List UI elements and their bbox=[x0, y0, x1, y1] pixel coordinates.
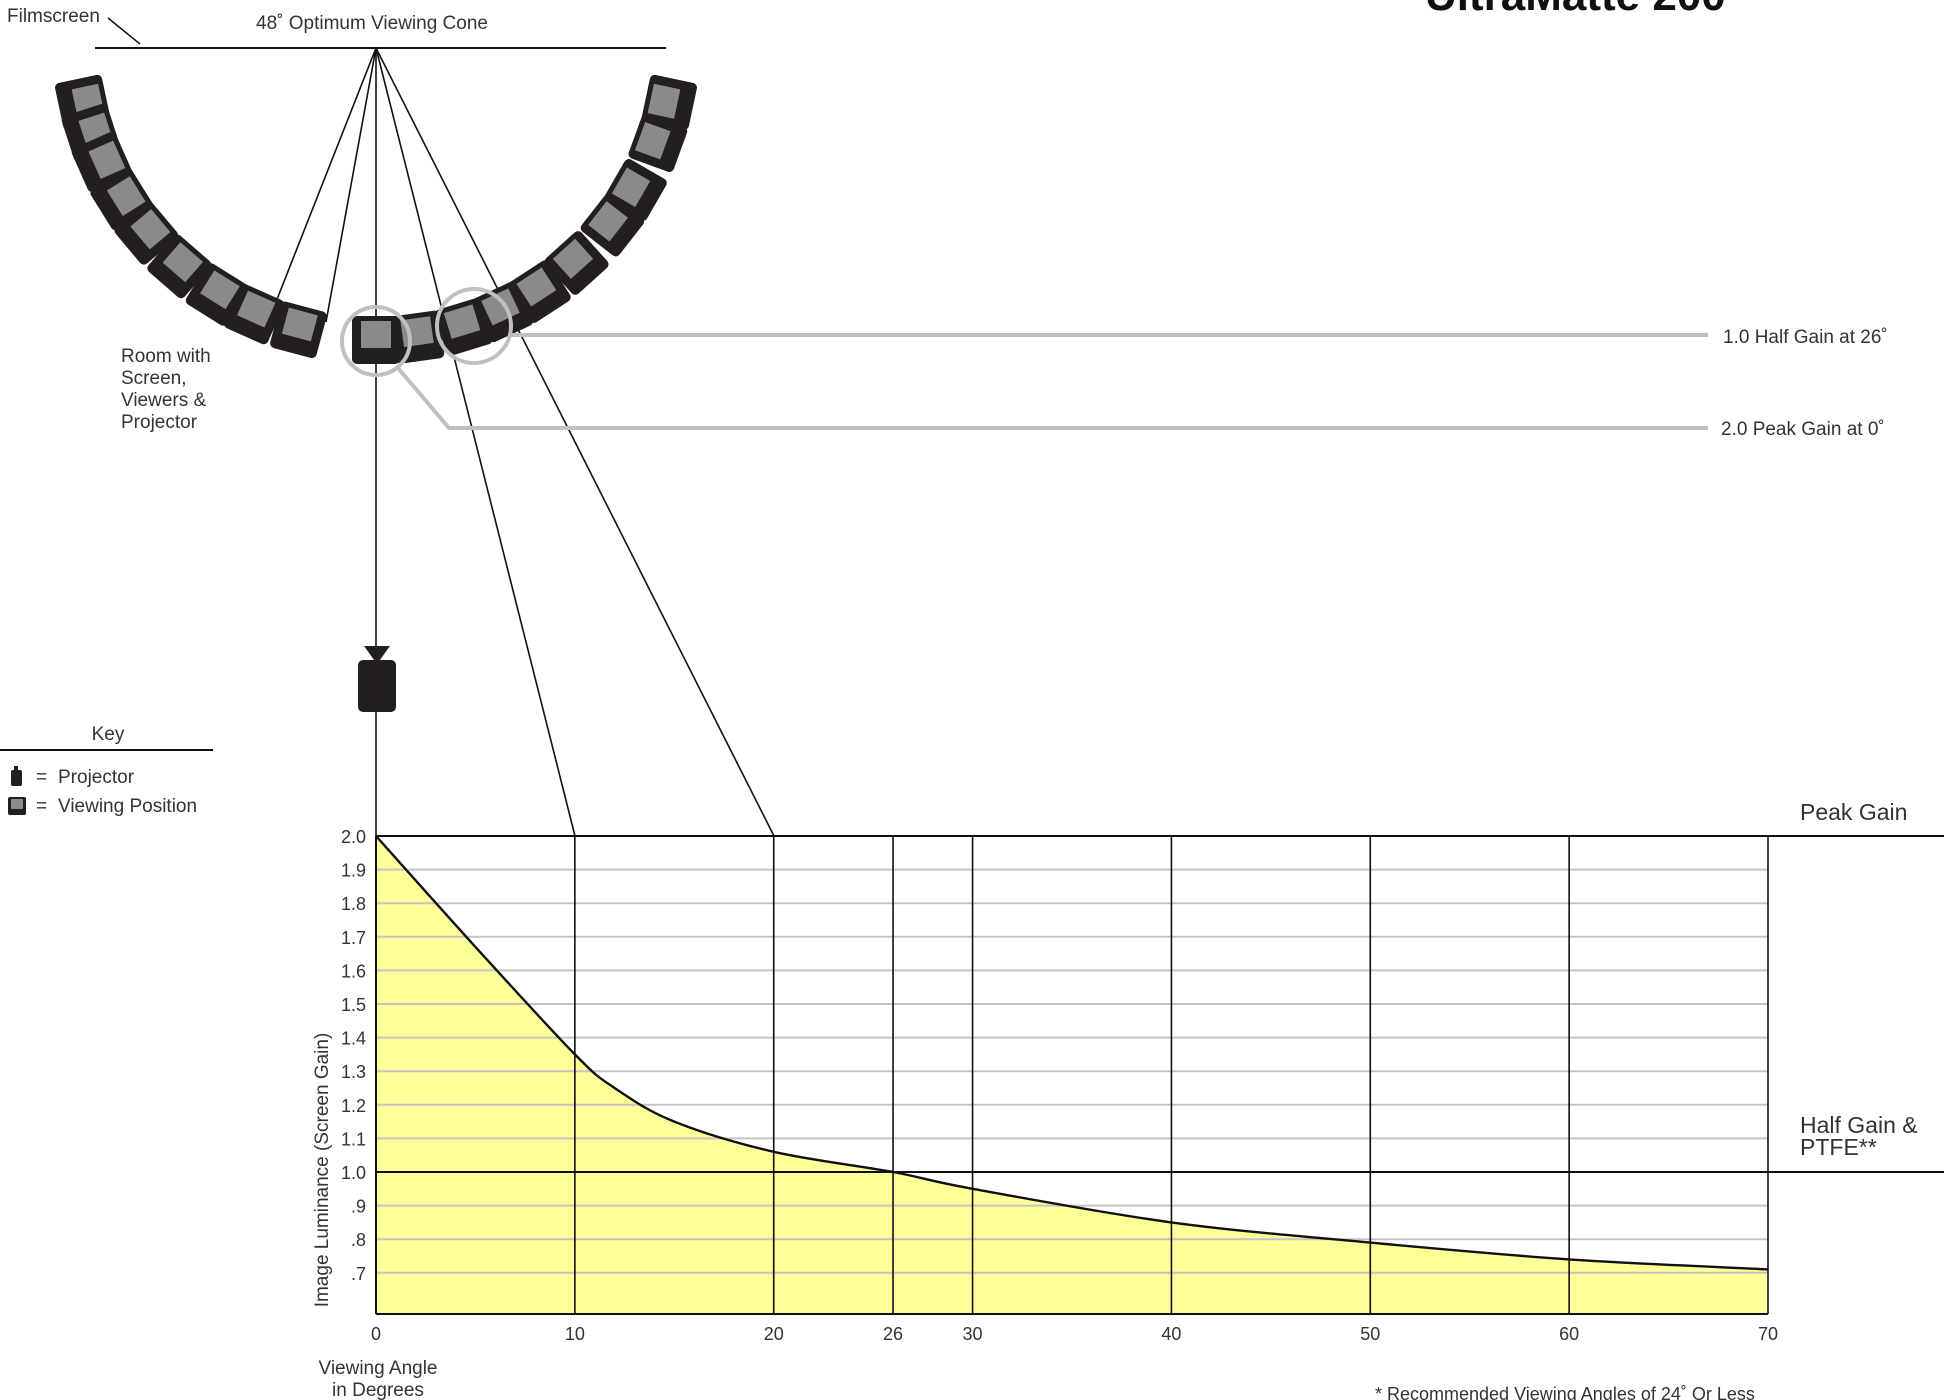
room-label-line-4: Projector bbox=[121, 412, 198, 433]
y-tick-label: .8 bbox=[351, 1230, 366, 1250]
peak-gain-callout-label: 2.0 Peak Gain at 0˚ bbox=[1721, 419, 1885, 440]
half-gain-label: Half Gain & PTFE** bbox=[1800, 1112, 1924, 1160]
viewing-ray bbox=[325, 47, 377, 323]
y-tick-label: 1.5 bbox=[341, 995, 366, 1015]
x-tick-label: 10 bbox=[565, 1324, 585, 1344]
y-tick-label: .7 bbox=[351, 1264, 366, 1284]
horizontal-gridlines bbox=[376, 868, 1768, 1274]
y-tick-label: 1.9 bbox=[341, 861, 366, 881]
y-tick-labels: 2.0 1.9 1.8 1.7 1.6 1.5 1.4 1.3 1.2 1.1 1.0 .9 .8 .7 bbox=[341, 827, 366, 1284]
room-label-line-3: Viewers & bbox=[121, 390, 207, 411]
key-viewing-label: Viewing Position bbox=[58, 796, 197, 817]
viewing-ray bbox=[375, 47, 576, 837]
y-tick-label: 1.2 bbox=[341, 1096, 366, 1116]
x-tick-label: 0 bbox=[371, 1324, 381, 1344]
gain-chart: 2.01.91.81.71.61.51.41.31.21.11.0.9.8.7 … bbox=[312, 799, 1944, 1400]
room-label-line-2: Screen, bbox=[121, 368, 186, 389]
x-tick-label: 20 bbox=[764, 1324, 784, 1344]
y-tick-label: 1.3 bbox=[341, 1062, 366, 1082]
y-tick-label: 1.6 bbox=[341, 961, 366, 981]
x-tick-label: 30 bbox=[963, 1324, 983, 1344]
y-tick-label: 1.4 bbox=[341, 1029, 366, 1049]
gain-area-fill bbox=[376, 836, 1768, 1314]
y-tick-label: 1.7 bbox=[341, 928, 366, 948]
cone-label: 48˚ Optimum Viewing Cone bbox=[256, 13, 488, 34]
y-axis-label: Image Luminance (Screen Gain) bbox=[312, 1033, 333, 1308]
peak-gain-callout-line bbox=[396, 366, 1708, 430]
half-gain-label-line-2: PTFE** bbox=[1800, 1134, 1877, 1160]
half-gain-callout-label: 1.0 Half Gain at 26˚ bbox=[1723, 327, 1888, 348]
y-tick-label: 1.8 bbox=[341, 894, 366, 914]
y-tick-label: 1.1 bbox=[341, 1129, 366, 1149]
y-tick-label: .9 bbox=[351, 1197, 366, 1217]
brand-title: UltraMatte 200 bbox=[1425, 0, 1726, 20]
key-title: Key bbox=[92, 724, 125, 745]
x-axis-label-line-2: in Degrees bbox=[332, 1380, 424, 1400]
key-projector-eq: = bbox=[36, 767, 47, 788]
room-label-line-1: Room with bbox=[121, 346, 211, 367]
x-tick-label: 70 bbox=[1758, 1324, 1778, 1344]
key-projector-label: Projector bbox=[58, 767, 135, 788]
x-tick-label: 50 bbox=[1360, 1324, 1380, 1344]
y-tick-label: 1.0 bbox=[341, 1163, 366, 1183]
projector bbox=[358, 646, 396, 712]
viewing-rays bbox=[271, 47, 775, 837]
peak-gain-callout-circle bbox=[340, 305, 412, 377]
x-tick-labels: 0 10 20 26 30 40 50 60 70 bbox=[371, 1324, 1778, 1344]
callouts bbox=[340, 287, 1708, 430]
footnote: * Recommended Viewing Angles of 24˚ Or L… bbox=[1375, 1384, 1755, 1400]
vertical-gridlines bbox=[574, 836, 1769, 1314]
x-tick-label: 60 bbox=[1559, 1324, 1579, 1344]
viewing-ray bbox=[271, 47, 377, 313]
peak-gain-label: Peak Gain bbox=[1800, 799, 1907, 825]
viewing-position-icon bbox=[8, 797, 26, 815]
projector-icon bbox=[11, 766, 22, 786]
viewing-ray bbox=[375, 47, 775, 837]
x-axis-label-line-1: Viewing Angle bbox=[318, 1358, 437, 1379]
half-gain-label-line-1: Half Gain & bbox=[1800, 1112, 1918, 1138]
filmscreen-label: Filmscreen bbox=[7, 6, 100, 27]
x-tick-label: 26 bbox=[883, 1324, 903, 1344]
x-tick-label: 40 bbox=[1161, 1324, 1181, 1344]
half-gain-callout-circle bbox=[435, 287, 513, 365]
key-viewing-eq: = bbox=[36, 796, 47, 817]
viewing-position bbox=[640, 73, 698, 131]
y-tick-label: 2.0 bbox=[341, 827, 366, 847]
filmscreen-pointer bbox=[107, 17, 141, 45]
